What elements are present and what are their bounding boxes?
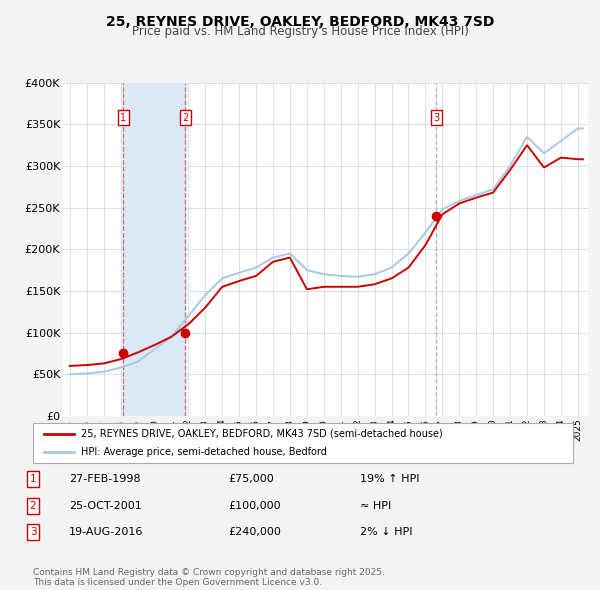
Text: 3: 3 — [433, 113, 439, 123]
Text: 2: 2 — [29, 501, 37, 510]
Text: 19% ↑ HPI: 19% ↑ HPI — [360, 474, 419, 484]
Text: 2: 2 — [182, 113, 188, 123]
Text: 2% ↓ HPI: 2% ↓ HPI — [360, 527, 413, 537]
Text: 19-AUG-2016: 19-AUG-2016 — [69, 527, 143, 537]
Text: 25, REYNES DRIVE, OAKLEY, BEDFORD, MK43 7SD: 25, REYNES DRIVE, OAKLEY, BEDFORD, MK43 … — [106, 15, 494, 29]
Text: 1: 1 — [120, 113, 126, 123]
Text: Price paid vs. HM Land Registry's House Price Index (HPI): Price paid vs. HM Land Registry's House … — [131, 25, 469, 38]
Text: 27-FEB-1998: 27-FEB-1998 — [69, 474, 140, 484]
Text: 25-OCT-2001: 25-OCT-2001 — [69, 501, 142, 510]
Text: HPI: Average price, semi-detached house, Bedford: HPI: Average price, semi-detached house,… — [80, 447, 326, 457]
Text: £75,000: £75,000 — [228, 474, 274, 484]
Bar — [123, 83, 185, 416]
Text: £100,000: £100,000 — [228, 501, 281, 510]
Text: £240,000: £240,000 — [228, 527, 281, 537]
Text: Contains HM Land Registry data © Crown copyright and database right 2025.
This d: Contains HM Land Registry data © Crown c… — [33, 568, 385, 587]
Text: 1: 1 — [29, 474, 37, 484]
Text: 25, REYNES DRIVE, OAKLEY, BEDFORD, MK43 7SD (semi-detached house): 25, REYNES DRIVE, OAKLEY, BEDFORD, MK43 … — [80, 429, 442, 439]
Text: ≈ HPI: ≈ HPI — [360, 501, 391, 510]
Text: 3: 3 — [29, 527, 37, 537]
